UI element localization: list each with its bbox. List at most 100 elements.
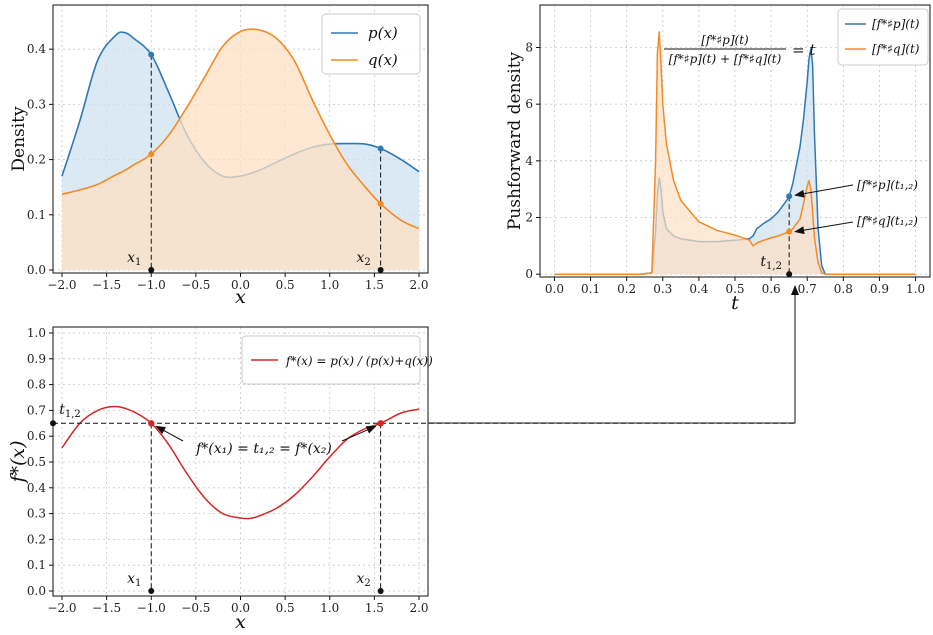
legend-box [837, 8, 929, 66]
x-tick-label: 0.0 [545, 282, 564, 296]
x-tick-label: −0.5 [181, 278, 210, 292]
marker-point [148, 420, 155, 427]
x-tick-label: 0.0 [231, 601, 250, 615]
marker-point-p [148, 51, 155, 58]
x-tick-label: 1.5 [365, 601, 384, 615]
x-tick-label: −2.0 [47, 278, 76, 292]
x-tick-label: 1.0 [320, 278, 339, 292]
x-tick-label: −0.5 [181, 601, 210, 615]
x-tick-label: 0.7 [798, 282, 817, 296]
formula-denominator: [f*♯p](t) + [f*♯q](t) [669, 52, 782, 66]
x-axis-label: t [731, 292, 739, 314]
legend-label: q(x) [368, 51, 398, 69]
y-tick-label: 8 [525, 41, 533, 55]
y-tick-label: 0.2 [27, 153, 46, 167]
y-tick-label: 0.3 [27, 507, 46, 521]
x-tick-label: 0.5 [725, 282, 744, 296]
connector-arrow [428, 285, 799, 424]
marker-label-1: x1 [127, 250, 141, 268]
legend-label: [f*♯q](t) [872, 42, 920, 56]
pushforward-plot: 0.0 0.1 0.2 0.3 0.4 0.5 0.6 0.7 0.8 0.9 1.0 0 2 4 6 8 t1… [505, 4, 931, 314]
x-tick-label: 2.0 [409, 278, 428, 292]
y-tick-label: 0.1 [27, 208, 46, 222]
annotation-equality: f*(x₁) = t₁,₂ = f*(x₂) [195, 441, 332, 457]
annotation-arrow-1 [155, 425, 184, 442]
annotation-arrow-p [794, 184, 854, 198]
x-tick-label: 0.6 [762, 282, 781, 296]
series-line-fstar [61, 405, 420, 520]
marker-point-base [148, 267, 155, 273]
annotation-arrow-q [794, 221, 854, 235]
x-axis-label: x [235, 611, 246, 633]
y-axis-label: Pushforward density [505, 51, 525, 230]
legend-box [321, 13, 421, 75]
marker-label-t: t1,2 [760, 254, 782, 272]
marker-point-base [377, 267, 384, 273]
x-tick-label: 0.3 [653, 282, 672, 296]
y-tick-label: 0.1 [27, 558, 46, 572]
threshold-label: t1,2 [59, 402, 81, 420]
series-area-1 [554, 31, 916, 275]
x-tick-label: 0.2 [617, 282, 636, 296]
marker-point-base [377, 588, 384, 594]
y-tick-label: 0.6 [27, 429, 46, 443]
x-tick-label: 2.0 [409, 601, 428, 615]
density-plot: −2.0 −1.5 −1.0 −0.5 0.0 0.5 1.0 1.5 2.0 0.0 0.1 0.2… [9, 4, 429, 308]
connector-polyline [428, 285, 799, 424]
y-tick-label: 0.9 [27, 352, 46, 366]
y-axis-label: Density [9, 106, 29, 172]
x-tick-label: 0.0 [231, 278, 250, 292]
marker-point-p [786, 193, 793, 200]
x-axis-label: x [235, 286, 246, 308]
marker-point-p [377, 145, 384, 152]
y-tick-label: 0.8 [27, 378, 46, 392]
x-tick-label: −1.0 [137, 278, 166, 292]
y-tick-label: 0.0 [27, 584, 46, 598]
y-tick-label: 2 [525, 211, 533, 225]
x-tick-label: 1.0 [320, 601, 339, 615]
series-line-1 [554, 31, 916, 275]
marker-point-q [377, 200, 384, 207]
marker-point-base [148, 588, 155, 594]
y-tick-label: 0.7 [27, 403, 46, 417]
series-line-1 [61, 28, 420, 230]
x-tick-label: 0.9 [870, 282, 889, 296]
y-tick-label: 4 [525, 154, 533, 168]
x-tick-label: 0.1 [581, 282, 600, 296]
y-axis-label: f*(x) [7, 440, 29, 484]
formula-numerator: [f*♯p](t) [701, 33, 749, 47]
marker-label-2: x2 [356, 571, 370, 589]
y-tick-label: 1.0 [27, 326, 46, 340]
y-tick-label: 0.2 [27, 532, 46, 546]
x-tick-label: −1.5 [92, 601, 121, 615]
x-tick-label: −2.0 [47, 601, 76, 615]
x-tick-label: 0.5 [276, 601, 295, 615]
y-tick-label: 0.3 [27, 97, 46, 111]
annotation-arrow-2 [341, 425, 377, 442]
x-tick-label: −1.5 [92, 278, 121, 292]
x-tick-label: 1.0 [906, 282, 925, 296]
threshold-point [50, 420, 56, 427]
x-tick-label: 0.4 [689, 282, 708, 296]
y-tick-label: 0.5 [27, 455, 46, 469]
annotation-q: [f*♯q](t₁,₂) [857, 214, 918, 228]
fstar-plot: −2.0 −1.5 −1.0 −0.5 0.0 0.5 1.0 1.5 2.0 0.0 0.1 0.2… [7, 326, 795, 633]
y-tick-label: 6 [525, 97, 533, 111]
x-tick-label: 0.8 [834, 282, 853, 296]
annotation-p: [f*♯p](t₁,₂) [857, 178, 918, 192]
y-tick-label: 0.4 [27, 481, 46, 495]
marker-point-base [786, 271, 793, 278]
legend-box [241, 335, 421, 385]
legend-label: p(x) [368, 24, 398, 42]
formula-rhs: = t [792, 41, 816, 59]
y-tick-label: 0 [525, 267, 533, 281]
x-tick-label: 0.5 [276, 278, 295, 292]
y-tick-label: 0.4 [27, 42, 46, 56]
marker-label-2: x2 [356, 250, 370, 268]
legend-label: f*(x) = p(x) / (p(x)+q(x)) [285, 354, 433, 368]
x-tick-label: −1.0 [137, 601, 166, 615]
legend-label: [f*♯p](t) [872, 17, 920, 31]
marker-point-q [786, 228, 793, 235]
marker-label-1: x1 [127, 571, 141, 589]
